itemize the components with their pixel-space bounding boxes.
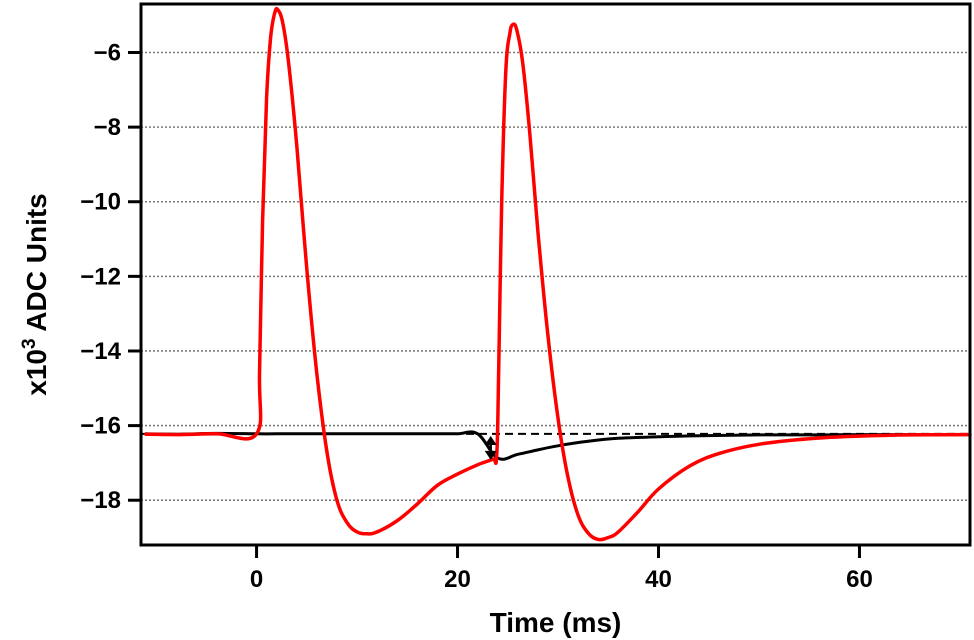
arrow-head-down — [484, 450, 497, 460]
x-tick-label: 40 — [645, 566, 672, 593]
y-axis-title-prefix: x10 — [21, 349, 52, 396]
y-axis-title-suffix: ADC Units — [21, 193, 52, 338]
arrow-head-up — [484, 436, 497, 446]
axis-ticks: −18 −16 −14 −12 −10 −8 −6 0 20 40 60 — [80, 40, 873, 593]
y-tick-label: −18 — [80, 487, 121, 514]
black-trace-line — [144, 430, 972, 461]
y-tick-label: −8 — [94, 114, 121, 141]
x-tick-label: 20 — [444, 566, 471, 593]
y-tick-label: −6 — [94, 40, 121, 67]
y-axis-title: x103 ADC Units — [19, 193, 52, 395]
x-tick-label: 60 — [846, 566, 873, 593]
y-tick-label: −10 — [80, 189, 121, 216]
y-tick-label: −16 — [80, 413, 121, 440]
series-lines — [144, 6, 972, 542]
y-tick-label: −14 — [80, 338, 121, 365]
plot-frame — [139, 2, 972, 547]
x-tick-label: 0 — [250, 566, 263, 593]
y-axis-title-superscript: 3 — [19, 338, 40, 349]
double-arrow-annotation — [484, 436, 497, 460]
y-tick-label: −12 — [80, 263, 121, 290]
red-trace-line — [144, 6, 972, 542]
x-axis-title: Time (ms) — [490, 607, 622, 638]
